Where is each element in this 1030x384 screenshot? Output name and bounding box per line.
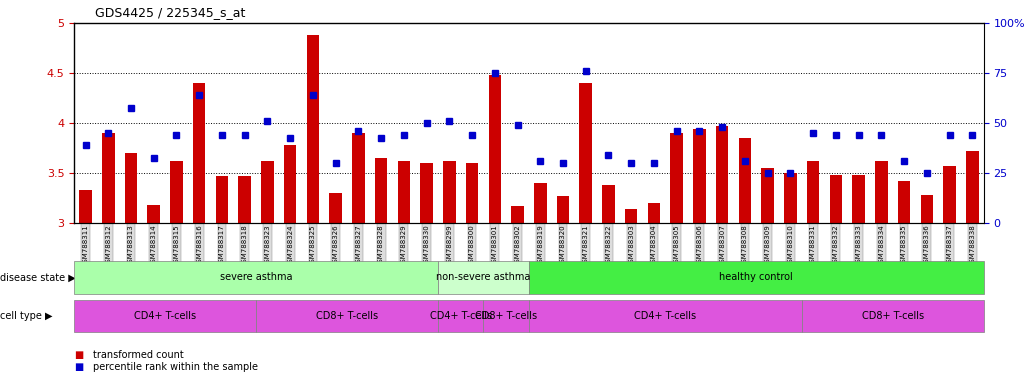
Bar xyxy=(693,129,706,223)
Text: severe asthma: severe asthma xyxy=(219,272,293,283)
Bar xyxy=(307,35,319,223)
Bar xyxy=(330,193,342,223)
Bar xyxy=(921,195,933,223)
Bar xyxy=(829,175,843,223)
Bar xyxy=(488,75,501,223)
Bar xyxy=(375,158,387,223)
Bar xyxy=(79,190,92,223)
Text: CD4+ T-cells: CD4+ T-cells xyxy=(634,311,696,321)
Bar xyxy=(853,175,865,223)
Bar xyxy=(671,133,683,223)
Text: CD8+ T-cells: CD8+ T-cells xyxy=(862,311,924,321)
Bar xyxy=(398,161,410,223)
Bar xyxy=(603,185,615,223)
Bar xyxy=(352,133,365,223)
Bar xyxy=(125,153,137,223)
Bar xyxy=(648,203,660,223)
Bar xyxy=(898,181,911,223)
Text: CD8+ T-cells: CD8+ T-cells xyxy=(316,311,378,321)
Bar xyxy=(238,176,251,223)
Text: transformed count: transformed count xyxy=(93,350,183,360)
Bar xyxy=(625,209,638,223)
Text: non-severe asthma: non-severe asthma xyxy=(437,272,530,283)
Bar xyxy=(102,133,114,223)
Bar xyxy=(215,176,229,223)
Bar xyxy=(511,206,524,223)
Bar xyxy=(876,161,888,223)
Bar xyxy=(534,183,547,223)
Bar xyxy=(193,83,205,223)
Bar xyxy=(739,138,751,223)
Bar xyxy=(466,163,478,223)
Bar xyxy=(716,126,728,223)
Bar xyxy=(147,205,160,223)
Bar xyxy=(284,145,297,223)
Text: healthy control: healthy control xyxy=(719,272,793,283)
Bar xyxy=(761,168,774,223)
Bar xyxy=(966,151,978,223)
Bar xyxy=(170,161,182,223)
Bar xyxy=(784,173,796,223)
Text: ■: ■ xyxy=(74,350,83,360)
Text: cell type ▶: cell type ▶ xyxy=(0,311,53,321)
Bar xyxy=(806,161,820,223)
Text: disease state ▶: disease state ▶ xyxy=(0,272,76,283)
Bar xyxy=(262,161,274,223)
Bar xyxy=(420,163,433,223)
Text: GDS4425 / 225345_s_at: GDS4425 / 225345_s_at xyxy=(95,6,245,19)
Bar xyxy=(557,196,570,223)
Text: ■: ■ xyxy=(74,362,83,372)
Text: percentile rank within the sample: percentile rank within the sample xyxy=(93,362,258,372)
Bar xyxy=(580,83,592,223)
Text: CD8+ T-cells: CD8+ T-cells xyxy=(475,311,538,321)
Text: CD4+ T-cells: CD4+ T-cells xyxy=(430,311,491,321)
Bar xyxy=(943,166,956,223)
Text: CD4+ T-cells: CD4+ T-cells xyxy=(134,311,196,321)
Bar xyxy=(443,161,455,223)
